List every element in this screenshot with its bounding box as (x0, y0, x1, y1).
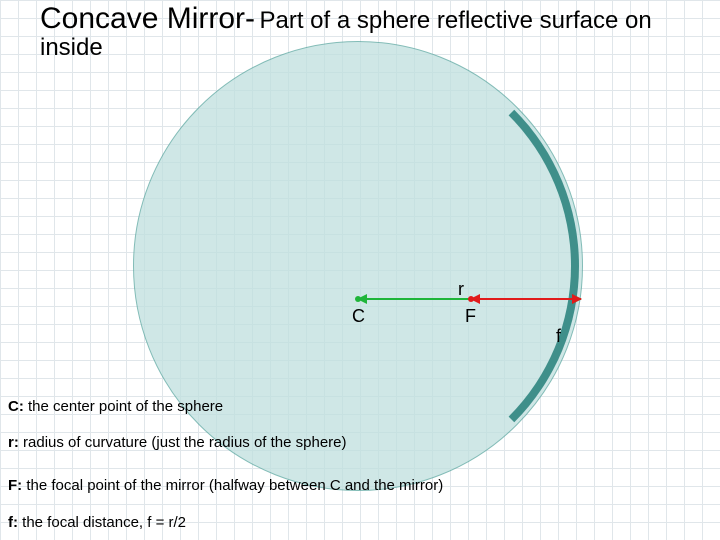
mirror-arc (137, 45, 579, 487)
definition-r-key: r: (8, 434, 19, 451)
definition-r: r: radius of curvature (just the radius … (8, 434, 347, 451)
definition-f-dist-key: f: (8, 514, 18, 531)
definition-c-key: C: (8, 398, 24, 415)
definition-r-text: radius of curvature (just the radius of … (19, 434, 347, 451)
page-title: Concave Mirror- Part of a sphere reflect… (40, 2, 710, 61)
definition-f-dist: f: the focal distance, f = r/2 (8, 514, 186, 531)
definition-c-text: the center point of the sphere (24, 398, 223, 415)
label-r: r (458, 279, 464, 300)
point-f (468, 296, 474, 302)
definition-f-dist-text: the focal distance, f = r/2 (18, 514, 186, 531)
label-f-point: F (465, 306, 476, 327)
definition-c: C: the center point of the sphere (8, 398, 223, 415)
definition-f-point: F: the focal point of the mirror (halfwa… (8, 477, 443, 494)
definition-f-point-key: F: (8, 477, 22, 494)
label-c: C (352, 306, 365, 327)
point-c (355, 296, 361, 302)
title-main: Concave Mirror- (40, 2, 255, 35)
focal-segment (471, 298, 581, 300)
label-f-dist: f (556, 326, 561, 347)
definition-f-point-text: the focal point of the mirror (halfway b… (22, 477, 443, 494)
